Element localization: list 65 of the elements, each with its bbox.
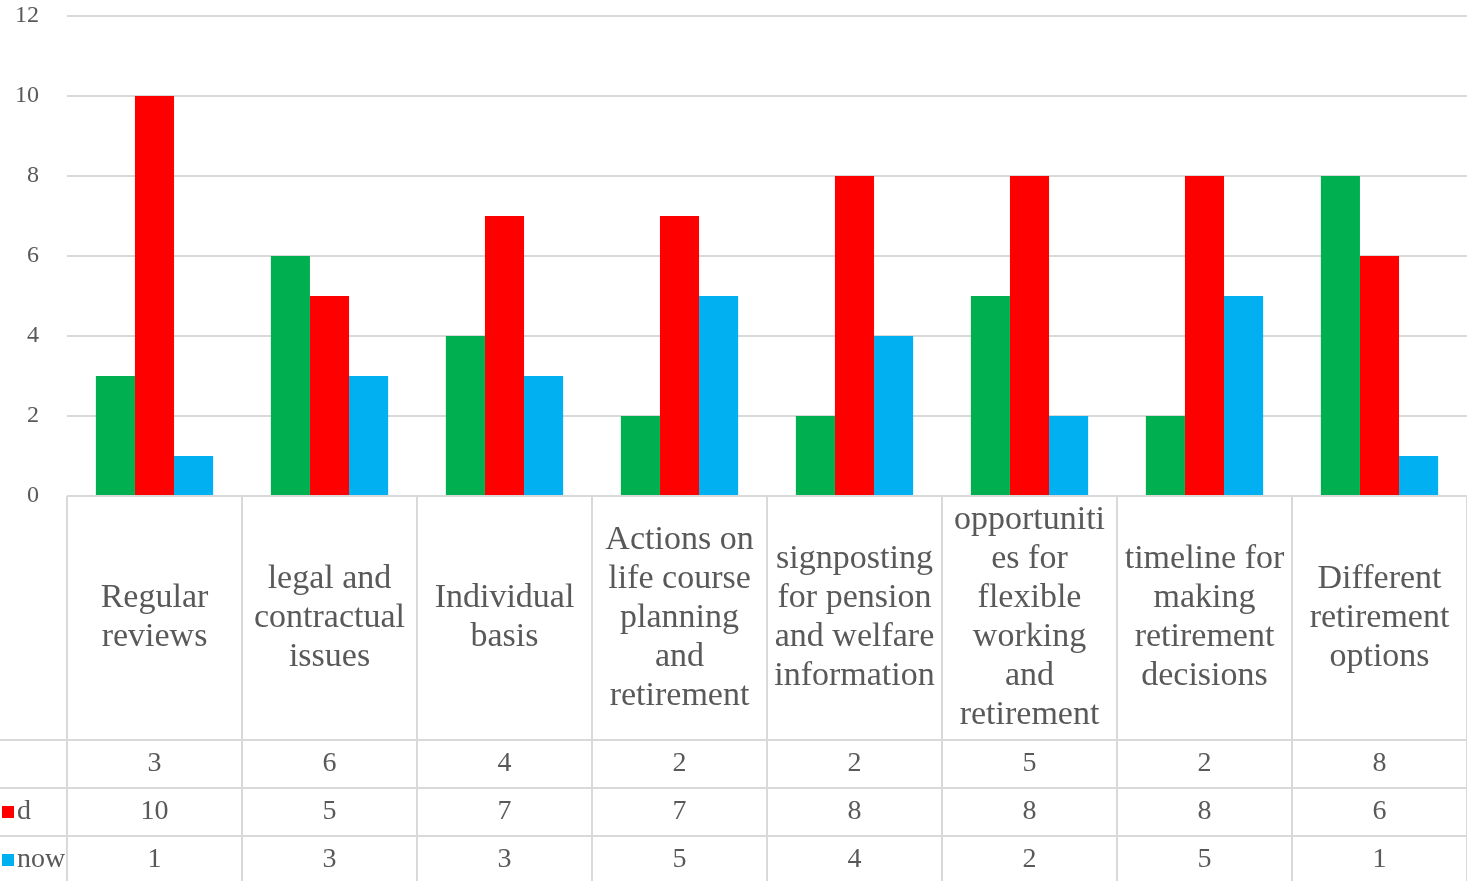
bar [1145, 416, 1185, 495]
bar [1320, 176, 1360, 495]
data-label: 7 [497, 794, 512, 826]
data-label: 3 [322, 842, 337, 874]
y-tick-label: 10 [15, 81, 39, 108]
data-label: 8 [847, 794, 862, 826]
data-label: 2 [672, 746, 687, 778]
bar [620, 416, 660, 495]
x-tick-label: Individual basis [434, 577, 575, 654]
bar [1184, 176, 1225, 495]
bar [1049, 416, 1089, 495]
x-tick-label: legal and contractual issues [253, 557, 406, 673]
x-tick-label: Different retirement options [1309, 557, 1450, 673]
y-tick-label: 12 [15, 1, 39, 28]
legend-label: d [17, 794, 31, 826]
data-label: 5 [1197, 842, 1212, 874]
y-tick-label: 8 [27, 161, 39, 188]
bar [309, 296, 350, 495]
data-label: 1 [147, 842, 162, 874]
data-label: 2 [1022, 842, 1037, 874]
bar [174, 456, 214, 495]
y-tick-label: 6 [27, 241, 39, 268]
bar [970, 296, 1010, 495]
y-tick-label: 2 [27, 401, 39, 428]
data-label: 8 [1022, 794, 1037, 826]
data-label: 10 [140, 794, 169, 826]
bar [445, 336, 485, 495]
x-tick-label: signposting for pension and welfare information [774, 538, 935, 693]
data-label: 5 [1022, 746, 1037, 778]
bar [484, 216, 525, 495]
bar [1359, 256, 1400, 495]
x-tick-label: opportunities for flexible working and retirement [953, 499, 1106, 732]
data-label: 2 [847, 746, 862, 778]
y-tick-label: 4 [27, 321, 39, 348]
data-label: 5 [322, 794, 337, 826]
data-label: 6 [1372, 794, 1387, 826]
bar [874, 336, 914, 495]
bar [1399, 456, 1439, 495]
bar [134, 96, 175, 495]
data-label: 4 [497, 746, 512, 778]
data-label: 5 [672, 842, 687, 874]
x-tick-label: timeline for making retirement decisions [1124, 538, 1285, 693]
data-label: 3 [497, 842, 512, 874]
bar [659, 216, 700, 495]
legend-label: now [17, 842, 66, 874]
data-label: 3 [147, 746, 162, 778]
data-label: 7 [672, 794, 687, 826]
data-label: 8 [1372, 746, 1387, 778]
x-tick-label: Actions on life course planning and retirement [605, 518, 754, 712]
data-label: 8 [1197, 794, 1212, 826]
data-label: 6 [322, 746, 337, 778]
bar [1224, 296, 1264, 495]
bar [1009, 176, 1050, 495]
bar [270, 256, 310, 495]
y-tick-label: 0 [27, 481, 39, 508]
x-tick-label: Regular reviews [100, 577, 209, 654]
bar [524, 376, 564, 495]
data-label: 2 [1197, 746, 1212, 778]
data-label: 4 [847, 842, 862, 874]
data-label: 1 [1372, 842, 1387, 874]
bar [95, 376, 135, 495]
bar [349, 376, 389, 495]
bar [834, 176, 875, 495]
bar [795, 416, 835, 495]
bar [699, 296, 739, 495]
